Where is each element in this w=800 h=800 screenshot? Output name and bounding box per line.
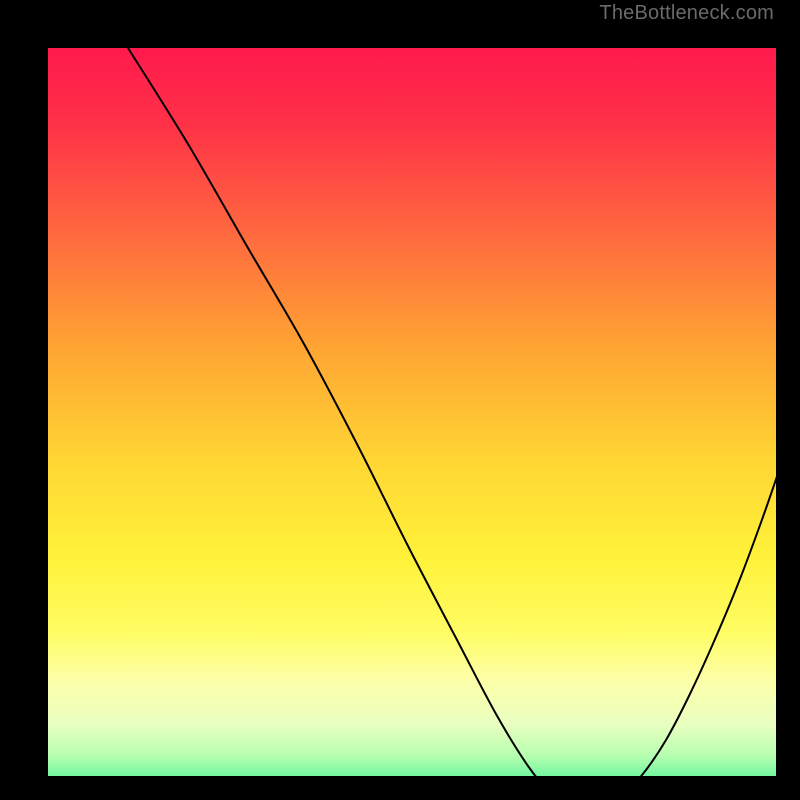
watermark-text: TheBottleneck.com	[599, 2, 774, 25]
chart-frame	[0, 0, 800, 800]
